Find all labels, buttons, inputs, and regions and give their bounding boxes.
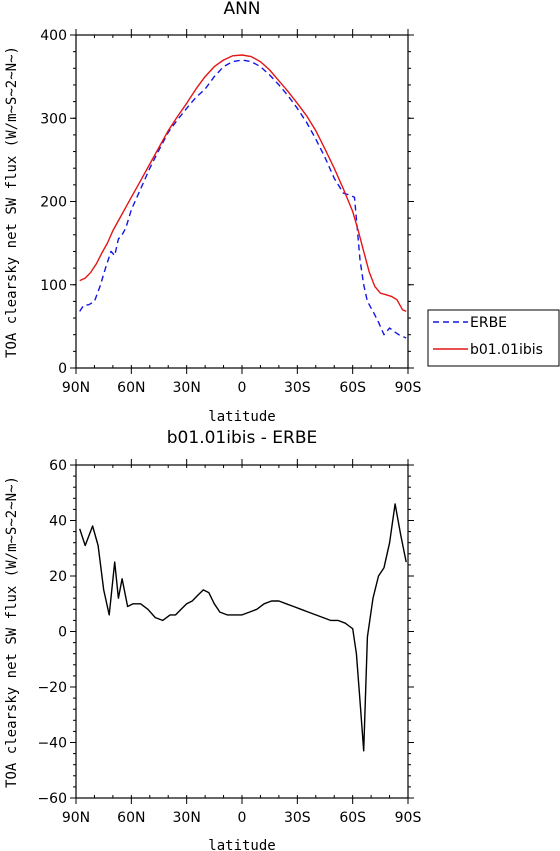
legend-label-erbe: ERBE <box>470 315 507 331</box>
top-series-line-erbe <box>79 59 407 339</box>
bottom-x-tick-label: 0 <box>238 810 247 826</box>
top-x-tick-label: 60N <box>117 380 145 396</box>
legend: ERBE b01.01ibis <box>427 309 560 367</box>
legend-box <box>427 309 560 367</box>
legend-label-b01: b01.01ibis <box>470 342 543 358</box>
top-y-tick-label: 0 <box>58 361 67 377</box>
bottom-x-tick-label: 60N <box>117 810 145 826</box>
bottom-y-tick-label: 20 <box>49 569 67 585</box>
bottom-panel: b01.01ibis - ERBE latitude TOA clearsky … <box>4 428 421 851</box>
bottom-y-tick-label: −60 <box>37 791 67 807</box>
top-plot-frame <box>75 34 409 369</box>
top-x-axis-title: latitude <box>208 409 275 425</box>
bottom-x-tick-label: 60S <box>339 810 366 826</box>
bottom-y-tick-label: 60 <box>49 458 67 474</box>
bottom-plot-frame <box>75 464 409 799</box>
top-y-tick-label: 300 <box>40 111 67 127</box>
top-panel: ANN latitude TOA clearsky net SW flux (W… <box>4 0 421 425</box>
top-x-tick-label: 0 <box>238 380 247 396</box>
top-x-tick-label: 90S <box>395 380 422 396</box>
bottom-x-tick-label: 90N <box>62 810 90 826</box>
top-x-tick-label: 30S <box>284 380 311 396</box>
bottom-x-tick-label: 30N <box>173 810 201 826</box>
top-y-axis-title: TOA clearsky net SW flux (W/m~S~2~N~) <box>4 46 20 358</box>
bottom-y-tick-label: 0 <box>58 625 67 641</box>
bottom-y-tick-label: −20 <box>37 680 67 696</box>
bottom-x-axis-title: latitude <box>208 838 275 851</box>
top-y-tick-label: 200 <box>40 195 67 211</box>
top-y-tick-label: 100 <box>40 278 67 294</box>
top-y-tick-label: 400 <box>40 28 67 44</box>
top-x-tick-label: 30N <box>173 380 201 396</box>
bottom-y-tick-label: 40 <box>49 514 67 530</box>
top-x-tick-label: 60S <box>339 380 366 396</box>
bottom-x-tick-label: 90S <box>395 810 422 826</box>
bottom-x-tick-label: 30S <box>284 810 311 826</box>
bottom-y-axis-title: TOA clearsky net SW flux (W/m~S~2~N~) <box>4 476 20 788</box>
bottom-series-line-difference <box>79 503 407 752</box>
bottom-chart-title: b01.01ibis - ERBE <box>167 428 317 448</box>
top-chart-title: ANN <box>223 0 260 19</box>
top-series-line-b01-01ibis <box>79 54 407 313</box>
bottom-y-tick-label: −40 <box>37 736 67 752</box>
top-x-tick-label: 90N <box>62 380 90 396</box>
